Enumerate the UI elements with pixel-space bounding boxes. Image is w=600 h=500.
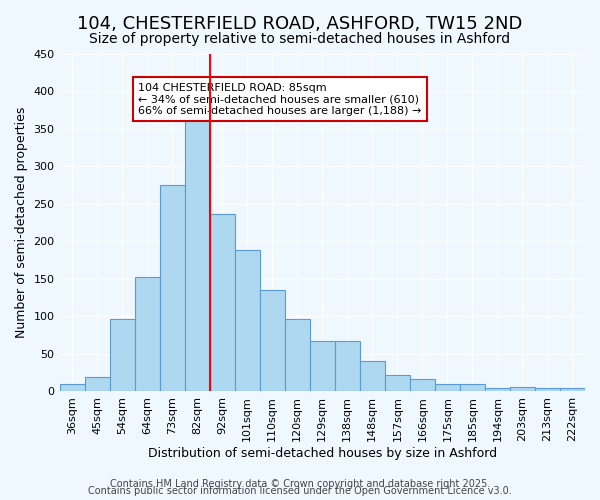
Bar [535,388,560,392]
Bar [335,341,360,392]
Bar [160,185,185,392]
Bar [435,384,460,392]
Bar [510,387,535,392]
Bar [185,114,209,392]
Bar [485,388,510,392]
Text: 104, CHESTERFIELD ROAD, ASHFORD, TW15 2ND: 104, CHESTERFIELD ROAD, ASHFORD, TW15 2N… [77,15,523,33]
Bar [85,377,110,392]
Text: Contains public sector information licensed under the Open Government Licence v3: Contains public sector information licen… [88,486,512,496]
Bar [360,362,385,392]
Bar [59,384,85,392]
Text: Contains HM Land Registry data © Crown copyright and database right 2025.: Contains HM Land Registry data © Crown c… [110,479,490,489]
X-axis label: Distribution of semi-detached houses by size in Ashford: Distribution of semi-detached houses by … [148,447,497,460]
Bar [310,341,335,392]
Bar [285,320,310,392]
Bar [209,214,235,392]
Bar [560,388,585,392]
Bar [260,290,285,392]
Text: 104 CHESTERFIELD ROAD: 85sqm
← 34% of semi-detached houses are smaller (610)
66%: 104 CHESTERFIELD ROAD: 85sqm ← 34% of se… [139,82,422,116]
Text: Size of property relative to semi-detached houses in Ashford: Size of property relative to semi-detach… [89,32,511,46]
Bar [410,378,435,392]
Bar [385,375,410,392]
Y-axis label: Number of semi-detached properties: Number of semi-detached properties [15,107,28,338]
Bar [134,276,160,392]
Bar [460,384,485,392]
Bar [235,250,260,392]
Bar [110,320,134,392]
